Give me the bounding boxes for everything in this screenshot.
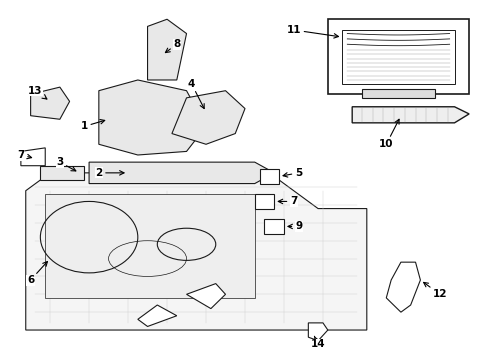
Text: 5: 5: [283, 168, 302, 178]
Text: 7: 7: [278, 197, 297, 206]
Polygon shape: [89, 162, 274, 184]
Polygon shape: [328, 19, 469, 94]
Polygon shape: [386, 262, 420, 312]
Text: 11: 11: [287, 25, 339, 38]
Text: 13: 13: [28, 86, 47, 99]
Text: 9: 9: [288, 221, 302, 231]
Text: 2: 2: [95, 168, 124, 178]
Polygon shape: [21, 148, 45, 166]
Text: 6: 6: [27, 262, 48, 285]
Polygon shape: [352, 107, 469, 123]
Polygon shape: [265, 219, 284, 234]
Polygon shape: [138, 305, 177, 327]
Polygon shape: [187, 284, 225, 309]
Polygon shape: [172, 91, 245, 144]
Polygon shape: [343, 30, 455, 84]
Text: 4: 4: [188, 78, 204, 109]
Text: 14: 14: [311, 336, 325, 349]
Polygon shape: [30, 87, 70, 119]
Text: 12: 12: [424, 282, 447, 299]
Polygon shape: [308, 323, 328, 341]
Polygon shape: [99, 80, 206, 155]
Polygon shape: [40, 166, 84, 180]
Polygon shape: [45, 194, 255, 298]
Polygon shape: [362, 89, 435, 98]
Text: 3: 3: [56, 157, 76, 171]
Polygon shape: [255, 194, 274, 208]
Text: 1: 1: [80, 120, 105, 131]
Text: 8: 8: [166, 39, 180, 53]
Text: 10: 10: [379, 119, 399, 149]
Polygon shape: [26, 173, 367, 330]
Polygon shape: [260, 169, 279, 184]
Polygon shape: [147, 19, 187, 80]
Text: 7: 7: [17, 150, 31, 160]
